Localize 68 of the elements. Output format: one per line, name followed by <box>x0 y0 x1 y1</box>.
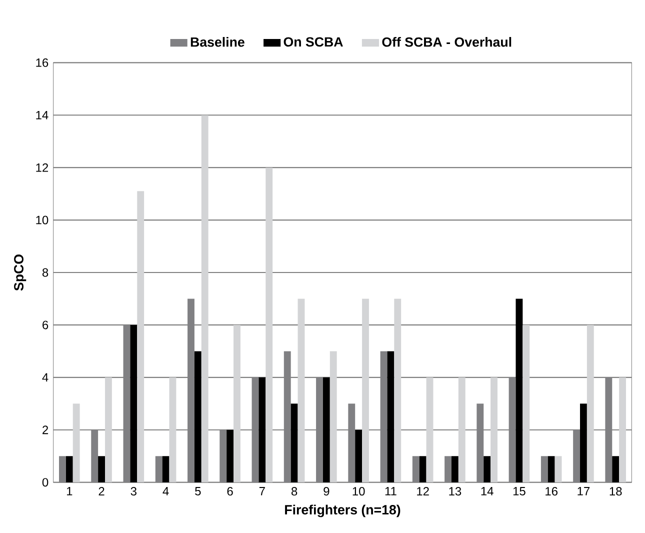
x-tick-label: 12 <box>417 487 429 496</box>
bar <box>234 324 240 482</box>
bar <box>201 115 208 482</box>
y-tick-label: 8 <box>42 268 48 277</box>
legend-label: Baseline <box>190 37 244 47</box>
bar <box>330 351 337 482</box>
y-tick-label: 16 <box>36 58 48 67</box>
x-axis-title: Firefighters (n=18) <box>285 504 400 518</box>
bar <box>484 456 491 482</box>
x-tick-label: 4 <box>162 487 169 496</box>
legend-label: On SCBA <box>284 37 343 47</box>
bar <box>516 298 523 482</box>
y-tick-label: 2 <box>42 426 48 434</box>
bar <box>169 377 176 482</box>
x-tick-label: 8 <box>291 487 298 496</box>
x-tick-label: 14 <box>481 487 494 496</box>
x-tick-label: 6 <box>227 487 233 496</box>
bar <box>458 377 466 482</box>
bar <box>612 456 620 482</box>
bar <box>194 351 202 482</box>
bar <box>137 191 144 482</box>
x-tick-label: 18 <box>610 487 622 496</box>
bar <box>426 377 434 482</box>
y-tick-label: 12 <box>36 163 48 172</box>
y-axis-title: SpCO <box>14 254 26 291</box>
y-tick-label: 4 <box>42 373 48 382</box>
bar <box>98 456 105 482</box>
bar <box>419 456 426 482</box>
x-tick-label: 13 <box>449 487 462 496</box>
bar <box>548 456 555 482</box>
bar <box>258 377 266 482</box>
y-tick-label: 6 <box>42 320 48 330</box>
bar <box>451 456 458 482</box>
y-tick-label: 14 <box>36 110 48 120</box>
bar <box>586 324 594 482</box>
bar <box>162 456 170 482</box>
x-tick-label: 9 <box>324 487 330 496</box>
bar <box>290 404 298 482</box>
bar <box>394 298 402 482</box>
bar <box>362 298 369 482</box>
bar <box>130 324 138 482</box>
x-tick-label: 2 <box>98 487 104 496</box>
x-tick-label: 7 <box>259 487 265 496</box>
x-tick-label: 11 <box>385 487 396 496</box>
bar <box>72 404 80 482</box>
x-tick-label: 1 <box>66 487 72 496</box>
bar <box>266 168 273 482</box>
bar <box>355 430 362 482</box>
x-tick-label: 10 <box>352 487 365 496</box>
bar <box>66 456 73 482</box>
bar <box>322 377 330 482</box>
bar <box>105 377 112 482</box>
legend-label: Off SCBA - Overhaul <box>382 37 512 47</box>
x-tick-label: 5 <box>195 487 201 496</box>
bar <box>619 377 626 482</box>
bar <box>580 404 587 482</box>
x-tick-label: 15 <box>513 487 526 496</box>
bar <box>522 324 530 482</box>
y-tick-label: 10 <box>36 216 48 224</box>
bar <box>226 430 234 482</box>
bar <box>554 456 562 482</box>
bar <box>490 377 498 482</box>
bar <box>298 298 305 482</box>
y-tick-label: 0 <box>42 478 48 487</box>
x-tick-label: 16 <box>546 487 558 496</box>
x-tick-label: 17 <box>578 487 590 496</box>
x-tick-label: 3 <box>130 487 136 496</box>
bar <box>387 351 394 482</box>
